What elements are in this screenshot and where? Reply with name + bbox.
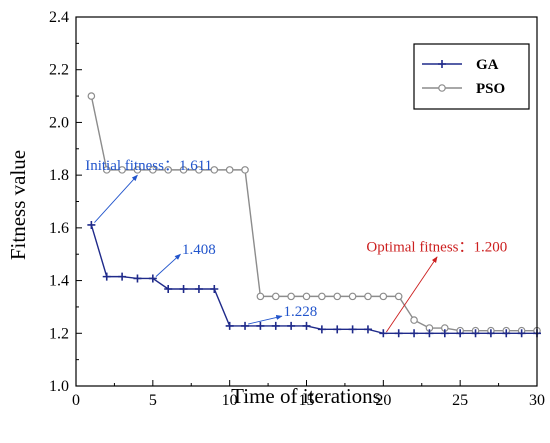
ga-point <box>118 272 127 281</box>
ga-point <box>102 272 111 281</box>
pso-point <box>87 92 96 100</box>
pso-point <box>149 166 157 174</box>
y-tick-label: 2.4 <box>49 9 69 26</box>
x-tick-label: 20 <box>375 392 391 409</box>
pso-point <box>133 166 142 174</box>
pso-point <box>271 292 280 301</box>
ga-point <box>210 285 219 294</box>
ga-point <box>256 321 265 330</box>
y-tick-label: 1.2 <box>49 325 69 342</box>
pso-point <box>287 292 295 301</box>
y-tick-label: 1.0 <box>49 378 69 395</box>
pso-point <box>241 166 249 174</box>
pso-line <box>90 95 537 332</box>
ga-point <box>241 321 250 330</box>
pso-point <box>364 292 372 301</box>
pso-point <box>394 292 403 301</box>
pso-point <box>379 292 388 301</box>
pso-point <box>179 166 188 174</box>
pso-point <box>302 292 311 301</box>
y-axis-label: Fitness value <box>6 150 30 260</box>
ga-point <box>333 325 342 334</box>
ga-point <box>164 285 173 294</box>
annotation-label: Initial fitness：1.611 <box>85 158 212 174</box>
ga-point <box>440 329 449 338</box>
y-tick-label: 1.8 <box>49 167 69 184</box>
ga-point <box>394 329 403 338</box>
pso-point <box>102 166 111 174</box>
ga-series <box>87 220 541 338</box>
x-tick-label: 15 <box>299 392 315 409</box>
annotation-label: 1.228 <box>283 304 317 320</box>
ga-point <box>271 321 280 330</box>
ga-point <box>148 274 157 283</box>
pso-point <box>164 166 173 174</box>
ga-point <box>87 220 96 229</box>
ga-point <box>348 325 357 334</box>
ga-point <box>425 329 434 338</box>
ga-point <box>194 285 203 294</box>
legend-label-pso: PSO <box>476 81 505 97</box>
pso-point <box>318 292 326 301</box>
legend-label-ga: GA <box>476 57 499 73</box>
ga-point <box>363 325 372 334</box>
ga-point <box>287 321 296 330</box>
ga-point <box>317 325 326 334</box>
annotation-arrow <box>155 253 181 277</box>
annotation-arrow <box>94 174 138 223</box>
legend-marker-pso <box>438 84 446 92</box>
y-tick-label: 2.2 <box>49 62 69 79</box>
pso-point <box>348 292 357 301</box>
ga-point <box>502 329 511 338</box>
ga-point <box>379 329 388 338</box>
pso-point <box>118 166 126 174</box>
pso-series <box>87 92 541 335</box>
pso-point <box>225 166 234 174</box>
x-tick-label: 10 <box>222 392 238 409</box>
pso-point <box>210 166 219 174</box>
ga-point <box>302 321 311 330</box>
annotation-label: Optimal fitness：1.200 <box>366 240 507 256</box>
x-tick-label: 5 <box>149 392 157 409</box>
y-tick-label: 2.0 <box>49 114 69 131</box>
annotation-arrow <box>386 256 438 333</box>
x-tick-label: 30 <box>529 392 545 409</box>
ga-point <box>471 329 480 338</box>
annotation-label: 1.408 <box>182 242 216 258</box>
ga-point <box>410 329 419 338</box>
x-tick-label: 0 <box>72 392 80 409</box>
legend-marker-ga <box>438 60 446 68</box>
y-tick-label: 1.6 <box>49 220 69 237</box>
ga-point <box>517 329 526 338</box>
legend-box <box>413 43 530 110</box>
pso-point <box>195 166 203 174</box>
ga-point <box>486 329 495 338</box>
ga-point <box>133 274 142 283</box>
ga-point <box>179 285 188 294</box>
y-tick-label: 1.4 <box>49 273 69 290</box>
x-tick-label: 25 <box>452 392 468 409</box>
ga-point <box>456 329 465 338</box>
ga-point <box>225 321 234 330</box>
pso-point <box>410 316 418 324</box>
annotation-arrow <box>248 314 283 325</box>
pso-point <box>256 292 265 301</box>
x-axis-label: Time of iterations <box>231 384 381 408</box>
pso-point <box>333 292 342 301</box>
